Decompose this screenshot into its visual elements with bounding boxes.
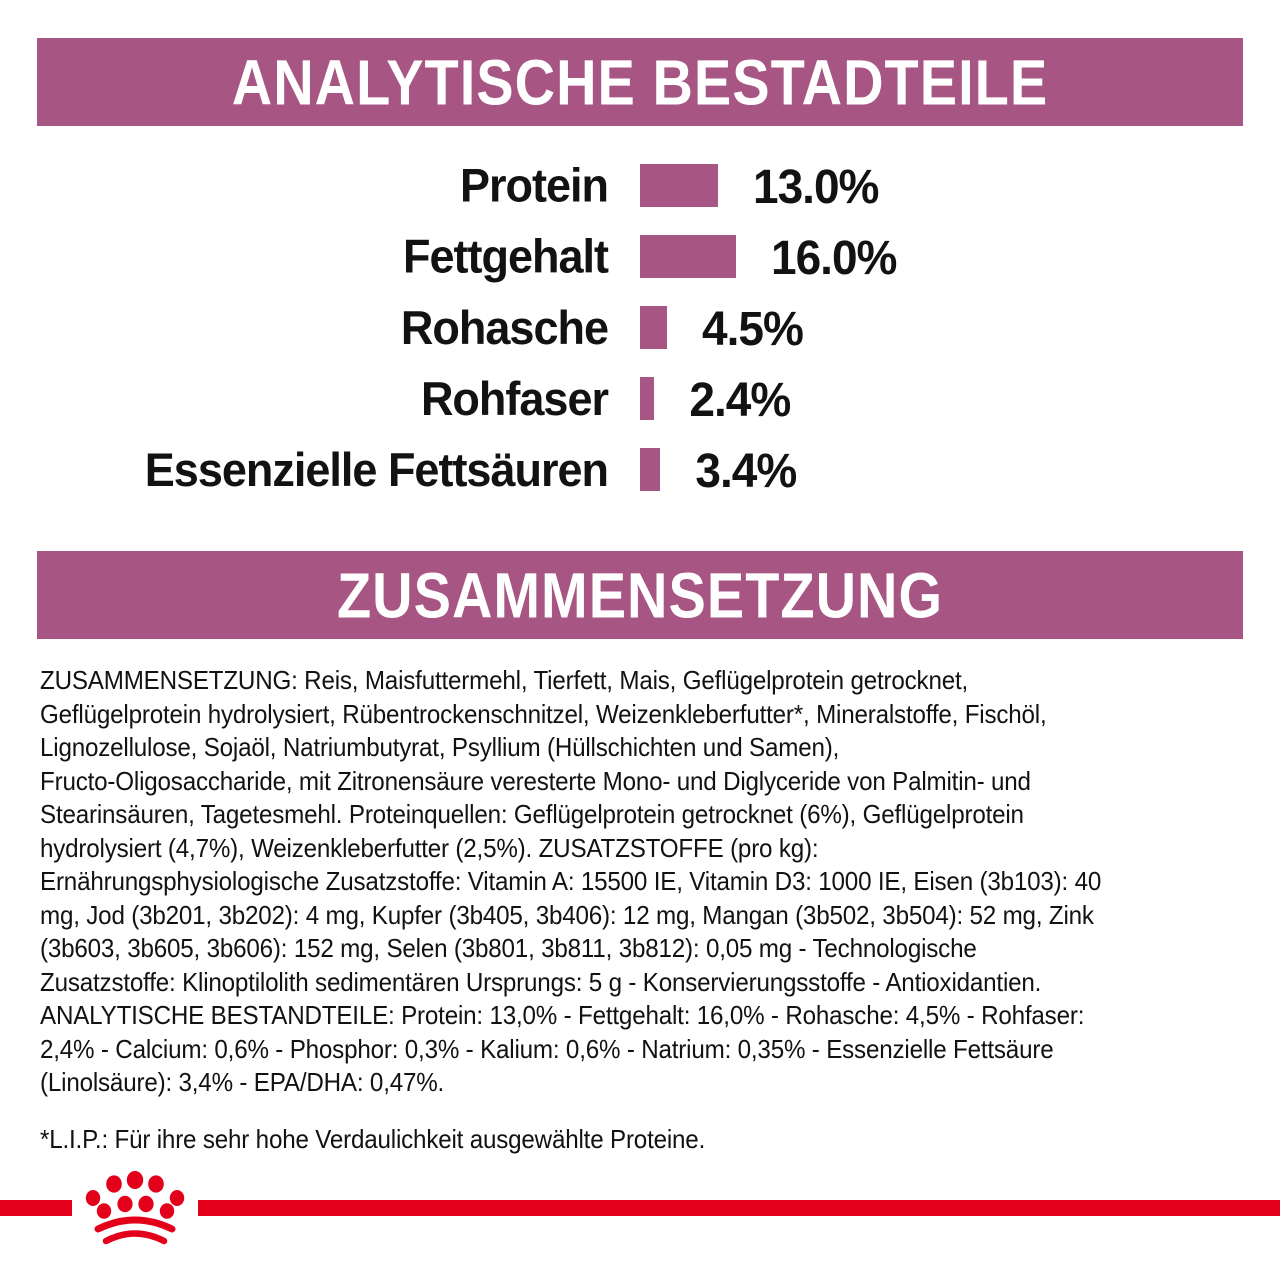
footer-rule-left xyxy=(0,1200,72,1216)
chart-category-label: Rohasche xyxy=(400,300,609,354)
composition-line: Zusatzstoffe: Klinoptilolith sedimentäre… xyxy=(40,966,1042,997)
composition-section-banner: ZUSAMMENSETZUNG xyxy=(37,551,1243,639)
chart-row: Essenzielle Fettsäuren 3.4% xyxy=(0,434,1280,505)
chart-category-label: Fettgehalt xyxy=(402,229,609,283)
composition-line: mg, Jod (3b201, 3b202): 4 mg, Kupfer (3b… xyxy=(40,899,1094,930)
chart-value-label: 3.4% xyxy=(695,442,797,497)
chart-row: Fettgehalt 16.0% xyxy=(0,221,1280,292)
composition-line: ZUSAMMENSETZUNG: Reis, Maisfuttermehl, T… xyxy=(40,665,969,695)
composition-line: ANALYTISCHE BESTANDTEILE: Protein: 13,0%… xyxy=(40,1000,1085,1030)
composition-line: Geflügelprotein hydrolysiert, Rübentrock… xyxy=(40,698,1047,729)
chart-category-label: Rohfaser xyxy=(420,371,609,425)
analytical-section-title: ANALYTISCHE BESTADTEILE xyxy=(231,46,1049,118)
analytical-bar-chart: Protein 13.0% Fettgehalt 16.0% Rohasche 4.5% R… xyxy=(0,150,1280,505)
chart-row: Protein 13.0% xyxy=(0,150,1280,221)
composition-text: ZUSAMMENSETZUNG: Reis, Maisfuttermehl, T… xyxy=(40,664,1240,1100)
chart-value-label: 16.0% xyxy=(771,229,897,284)
composition-line: (3b603, 3b605, 3b606): 152 mg, Selen (3b… xyxy=(40,933,977,963)
composition-section-title: ZUSAMMENSETZUNG xyxy=(336,559,944,631)
chart-row: Rohfaser 2.4% xyxy=(0,363,1280,434)
chart-bar xyxy=(640,164,718,207)
lip-footnote: *L.I.P.: Für ihre sehr hohe Verdaulichke… xyxy=(40,1123,706,1154)
chart-bar xyxy=(640,448,661,491)
chart-row: Rohasche 4.5% xyxy=(0,292,1280,363)
chart-bar xyxy=(640,306,667,349)
royal-canin-crown-logo xyxy=(85,1171,185,1245)
analytical-section-banner: ANALYTISCHE BESTADTEILE xyxy=(37,38,1243,126)
composition-line: 2,4% - Calcium: 0,6% - Phosphor: 0,3% - … xyxy=(40,1033,1054,1064)
composition-line: Ernährungsphysiologische Zusatzstoffe: V… xyxy=(40,866,1102,896)
chart-category-label: Essenzielle Fettsäuren xyxy=(144,442,609,496)
composition-line: hydrolysiert (4,7%), Weizenkleberfutter … xyxy=(40,832,819,863)
chart-value-label: 2.4% xyxy=(689,371,791,426)
chart-value-label: 13.0% xyxy=(753,158,879,213)
chart-bar xyxy=(640,377,655,420)
chart-value-label: 4.5% xyxy=(702,300,804,355)
chart-category-label: Protein xyxy=(459,158,609,212)
composition-line: Lignozellulose, Sojaöl, Natriumbutyrat, … xyxy=(40,732,840,762)
composition-line: Stearinsäuren, Tagetesmehl. Proteinquell… xyxy=(40,799,1024,829)
composition-line: Fructo-Oligosaccharide, mit Zitronensäur… xyxy=(40,765,1031,796)
footer-rule-right xyxy=(198,1200,1280,1216)
chart-bar xyxy=(640,235,736,278)
composition-line: (Linolsäure): 3,4% - EPA/DHA: 0,47%. xyxy=(40,1067,445,1097)
